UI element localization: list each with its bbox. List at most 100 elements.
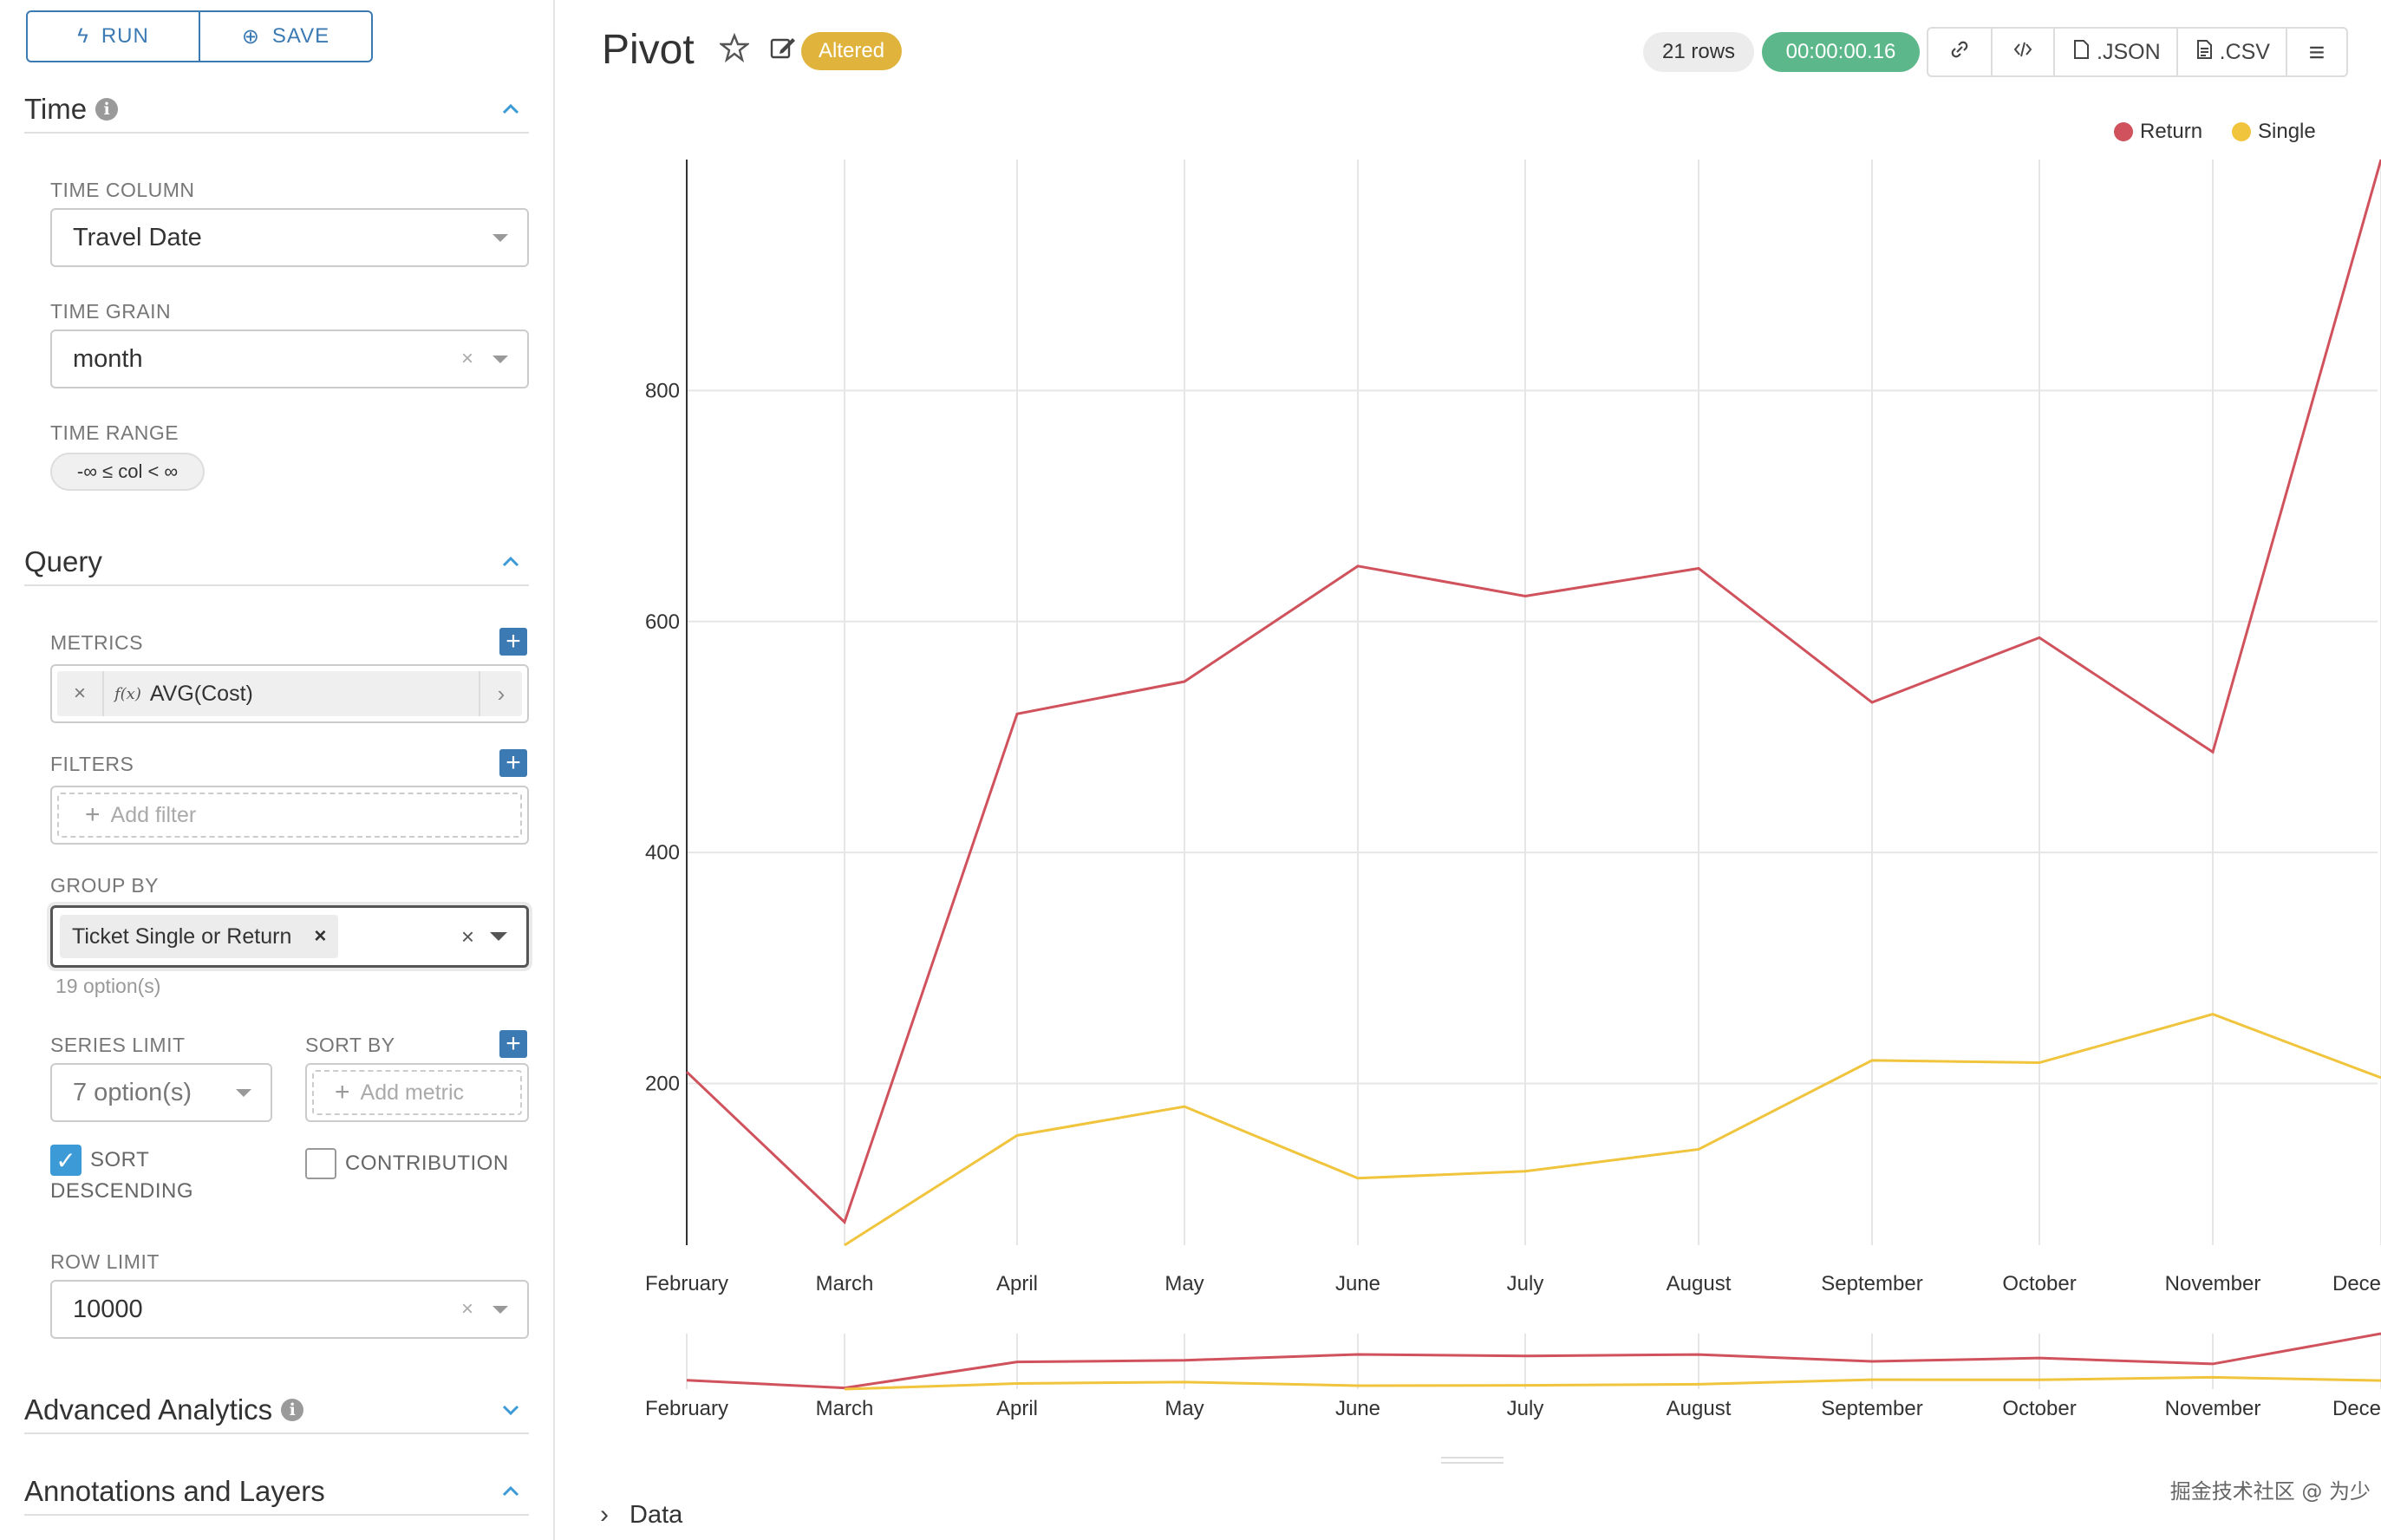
- run-button[interactable]: ϟ RUN: [28, 12, 199, 61]
- row-limit-select[interactable]: 10000 ×: [50, 1280, 529, 1339]
- mini-x-tick-label: August: [1667, 1397, 1732, 1420]
- series-limit-label: SERIES LIMIT: [50, 1034, 186, 1056]
- x-tick-label: July: [1507, 1272, 1544, 1295]
- clear-icon[interactable]: ×: [460, 923, 474, 949]
- x-tick-label: April: [996, 1272, 1038, 1295]
- function-icon: f(x): [114, 684, 141, 703]
- copy-link-button[interactable]: [1928, 29, 1991, 75]
- add-filter-button[interactable]: +: [499, 749, 527, 777]
- section-time[interactable]: Time i: [24, 87, 529, 134]
- legend-item-single[interactable]: Single: [2232, 120, 2316, 144]
- watermark: 掘金技术社区 @ 为少: [2169, 1479, 2371, 1504]
- filters-field: [50, 786, 529, 845]
- row-limit-value: 10000: [73, 1295, 143, 1323]
- add-sort-metric-inline[interactable]: + Add metric: [312, 1070, 522, 1115]
- caret-down-icon: [493, 356, 508, 363]
- clear-icon[interactable]: ×: [460, 1297, 473, 1321]
- json-label: .JSON: [2097, 39, 2161, 64]
- bolt-icon: ϟ: [77, 24, 89, 48]
- mini-x-tick-label: May: [1164, 1397, 1204, 1420]
- add-sort-metric-button[interactable]: +: [499, 1030, 527, 1058]
- query-duration-badge: 00:00:00.16: [1762, 32, 1920, 72]
- x-tick-label: March: [816, 1272, 874, 1295]
- group-by-select[interactable]: Ticket Single or Return × ×: [50, 905, 529, 968]
- chevron-up-icon[interactable]: [498, 549, 524, 575]
- remove-icon[interactable]: ×: [57, 671, 104, 716]
- save-button[interactable]: ⊕ SAVE: [199, 12, 371, 61]
- chevron-down-icon[interactable]: [498, 1397, 524, 1423]
- time-range-label: TIME RANGE: [50, 421, 179, 444]
- data-section-toggle[interactable]: › Data: [600, 1500, 682, 1530]
- mini-x-tick-label: October: [2002, 1397, 2076, 1420]
- chevron-up-icon[interactable]: [498, 1478, 524, 1504]
- remove-icon[interactable]: ×: [314, 924, 327, 948]
- chevron-right-icon[interactable]: ›: [479, 671, 522, 716]
- control-panel: ϟ RUN ⊕ SAVE Time i TIME COLUMN Travel D…: [0, 0, 555, 1540]
- row-limit-label: ROW LIMIT: [50, 1250, 160, 1273]
- star-icon[interactable]: [718, 32, 751, 67]
- chart-panel: Pivot Altered 21 rows 00:00:00.16 .JSON …: [557, 0, 2381, 1540]
- info-icon[interactable]: i: [95, 98, 119, 121]
- mini-x-tick-label: April: [996, 1397, 1038, 1420]
- mini-x-tick-label: November: [2165, 1397, 2261, 1420]
- mini-x-tick-label: March: [816, 1397, 874, 1420]
- section-annotations-title: Annotations and Layers: [24, 1475, 325, 1507]
- edit-icon[interactable]: [768, 33, 798, 67]
- info-icon[interactable]: i: [281, 1399, 304, 1421]
- contribution-label: CONTRIBUTION: [345, 1152, 509, 1175]
- x-tick-label: August: [1667, 1272, 1732, 1295]
- export-csv-button[interactable]: .CSV: [2176, 29, 2286, 75]
- section-query-title: Query: [24, 545, 102, 578]
- check-icon: ✓: [55, 1146, 76, 1174]
- section-advanced-analytics[interactable]: Advanced Analytics i: [24, 1387, 529, 1434]
- metrics-field[interactable]: × f(x) AVG(Cost) ›: [50, 664, 529, 723]
- add-metric-button[interactable]: +: [499, 628, 527, 656]
- x-tick-label: June: [1335, 1272, 1380, 1295]
- legend-label: Return: [2140, 120, 2203, 143]
- series-limit-select[interactable]: 7 option(s): [50, 1063, 272, 1122]
- caret-down-icon: [493, 1306, 508, 1314]
- csv-label: .CSV: [2219, 39, 2270, 64]
- mini-x-tick-label: June: [1335, 1397, 1380, 1420]
- chevron-up-icon[interactable]: [498, 96, 524, 122]
- y-tick-label: 200: [645, 1073, 680, 1096]
- data-section-label: Data: [629, 1500, 683, 1529]
- altered-badge[interactable]: Altered: [801, 32, 903, 70]
- metric-tag[interactable]: × f(x) AVG(Cost) ›: [57, 671, 522, 716]
- resize-handle[interactable]: [1441, 1457, 1504, 1464]
- legend-dot: [2114, 122, 2133, 141]
- mini-x-tick-label: February: [645, 1397, 728, 1420]
- caret-down-icon: [236, 1089, 251, 1097]
- mini-x-tick-label: Dece: [2332, 1397, 2381, 1420]
- legend-item-return[interactable]: Return: [2114, 120, 2202, 144]
- section-annotations[interactable]: Annotations and Layers: [24, 1469, 529, 1516]
- group-by-label: GROUP BY: [50, 874, 159, 897]
- mini-series-line-single: [844, 1375, 2381, 1391]
- legend-label: Single: [2258, 120, 2316, 143]
- title-actions: [718, 32, 798, 67]
- page-title[interactable]: Pivot: [602, 27, 695, 73]
- mini-series-line-return: [686, 1332, 2381, 1390]
- group-by-tag[interactable]: Ticket Single or Return ×: [60, 915, 339, 958]
- clear-icon[interactable]: ×: [460, 347, 473, 370]
- filters-placeholder: Add filter: [110, 802, 197, 827]
- section-query[interactable]: Query: [24, 539, 529, 586]
- add-filter-button-inline[interactable]: + Add filter: [57, 793, 522, 838]
- time-column-select[interactable]: Travel Date: [50, 208, 529, 267]
- y-tick-label: 400: [645, 841, 680, 865]
- time-range-pill[interactable]: -∞ ≤ col < ∞: [50, 453, 205, 491]
- run-save-group: ϟ RUN ⊕ SAVE: [26, 10, 373, 62]
- contribution-checkbox[interactable]: [305, 1148, 336, 1179]
- row-count-badge: 21 rows: [1643, 32, 1755, 72]
- x-tick-label: February: [645, 1272, 728, 1295]
- more-menu-button[interactable]: ≡: [2285, 29, 2346, 75]
- time-column-value: Travel Date: [73, 223, 202, 251]
- embed-code-button[interactable]: [1991, 29, 2053, 75]
- mini-x-tick-label: July: [1507, 1397, 1544, 1420]
- sort-descending-checkbox[interactable]: ✓: [50, 1145, 82, 1176]
- x-tick-label: November: [2165, 1272, 2261, 1295]
- time-grain-select[interactable]: month ×: [50, 330, 529, 388]
- export-json-button[interactable]: .JSON: [2053, 29, 2176, 75]
- metrics-label: METRICS: [50, 631, 143, 654]
- x-tick-label: Dece: [2332, 1272, 2381, 1295]
